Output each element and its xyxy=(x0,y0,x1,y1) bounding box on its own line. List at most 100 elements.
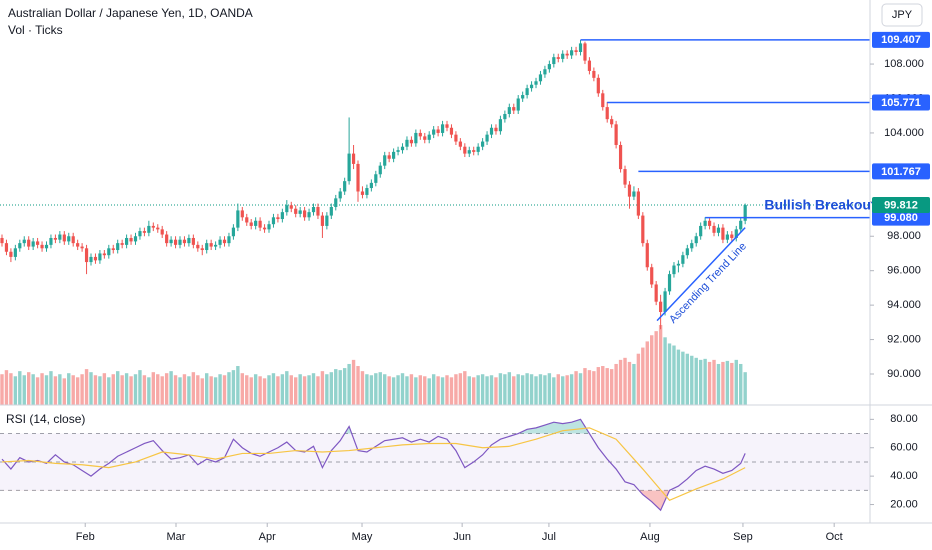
volume-bar xyxy=(574,371,578,405)
volume-bar xyxy=(601,366,605,405)
candle-body xyxy=(9,251,13,257)
candle-body xyxy=(80,246,84,249)
candle-body xyxy=(570,50,574,56)
candle-body xyxy=(4,243,9,252)
candle-body xyxy=(147,225,151,233)
candle-body xyxy=(0,237,4,244)
candle-body xyxy=(258,220,262,228)
y-tick-label: 20.00 xyxy=(890,498,918,510)
candle-body xyxy=(169,239,173,244)
candle-body xyxy=(681,255,685,264)
candle-body xyxy=(494,127,498,132)
volume-bar xyxy=(116,371,120,405)
candle-body xyxy=(507,107,511,114)
candle-body xyxy=(27,239,31,247)
volume-bar xyxy=(614,363,618,405)
volume-bar xyxy=(271,373,276,405)
level-label: 99.080 xyxy=(884,212,918,224)
last-price-label: 99.812 xyxy=(884,199,918,211)
volume-bar xyxy=(547,373,552,405)
candle-body xyxy=(596,77,600,94)
candle-body xyxy=(632,191,636,197)
volume-bar xyxy=(463,371,467,405)
candle-body xyxy=(129,237,133,242)
candle-body xyxy=(721,227,725,240)
volume-bar xyxy=(182,374,187,405)
candle-body xyxy=(89,256,93,263)
volume-bar xyxy=(396,375,400,405)
y-tick-label: 108.000 xyxy=(884,58,924,70)
candle-body xyxy=(58,234,62,240)
candle-body xyxy=(650,267,654,285)
price-pane xyxy=(0,39,870,405)
candle-body xyxy=(227,236,231,244)
candle-body xyxy=(432,129,436,135)
volume-bar xyxy=(71,375,75,405)
volume-bar xyxy=(650,335,654,405)
trend-line xyxy=(656,227,746,322)
volume-bar xyxy=(334,369,338,405)
volume-bar xyxy=(494,377,498,405)
y-tick-label: 92.000 xyxy=(887,333,921,345)
y-tick-label: 80.00 xyxy=(890,413,918,425)
level-label-bg xyxy=(872,31,930,48)
volume-bar xyxy=(440,377,445,405)
volume-bar xyxy=(458,373,463,405)
currency-label[interactable]: JPY xyxy=(892,9,913,21)
candle-body xyxy=(454,134,458,142)
volume-bar xyxy=(311,373,316,405)
candle-body xyxy=(387,155,391,159)
volume-bar xyxy=(641,347,645,405)
volume-bar xyxy=(156,374,160,405)
candle-body xyxy=(716,227,721,233)
volume-bar xyxy=(721,361,725,405)
candle-body xyxy=(271,217,276,225)
candle-body xyxy=(22,239,26,244)
volume-bar xyxy=(289,375,293,405)
candle-body xyxy=(676,263,681,266)
candle-body xyxy=(374,174,378,183)
volume-bar xyxy=(18,371,22,405)
candle-body xyxy=(182,239,187,244)
candle-body xyxy=(405,139,409,147)
volume-bar xyxy=(418,375,423,405)
volume-bar xyxy=(525,373,529,405)
currency-button[interactable] xyxy=(881,3,923,27)
volume-bar xyxy=(400,373,405,405)
volume-bar xyxy=(409,374,414,405)
candle-body xyxy=(485,134,489,142)
volume-bar xyxy=(213,377,218,405)
candle-body xyxy=(383,155,387,166)
volume-bar xyxy=(285,371,289,405)
candle-body xyxy=(521,95,525,99)
volume-bar xyxy=(383,374,387,405)
volume-bar xyxy=(356,366,360,405)
volume-bar xyxy=(218,374,222,405)
volume-bar xyxy=(512,376,516,405)
candle-body xyxy=(703,220,707,226)
volume-bar xyxy=(663,337,667,405)
volume-bar xyxy=(436,376,440,405)
level-label: 109.407 xyxy=(881,34,921,46)
volume-bar xyxy=(147,377,151,405)
candle-body xyxy=(209,243,213,247)
candle-body xyxy=(427,134,431,140)
last-price-bg xyxy=(872,197,930,214)
volume-bar xyxy=(262,378,267,405)
candle-body xyxy=(280,212,284,220)
volume-bar xyxy=(258,376,262,405)
candle-body xyxy=(49,237,53,245)
candle-body xyxy=(392,151,396,159)
x-tick-label: Mar xyxy=(167,531,186,543)
candle-body xyxy=(627,184,632,197)
volume-bar xyxy=(120,375,124,405)
volume-bar xyxy=(374,373,378,405)
candle-body xyxy=(472,150,476,152)
candle-body xyxy=(623,169,627,185)
candle-body xyxy=(707,220,712,226)
candle-body xyxy=(529,84,534,89)
candle-body xyxy=(102,253,106,256)
volume-bar xyxy=(93,375,98,405)
volume-bar xyxy=(191,372,196,405)
candle-body xyxy=(262,227,267,230)
